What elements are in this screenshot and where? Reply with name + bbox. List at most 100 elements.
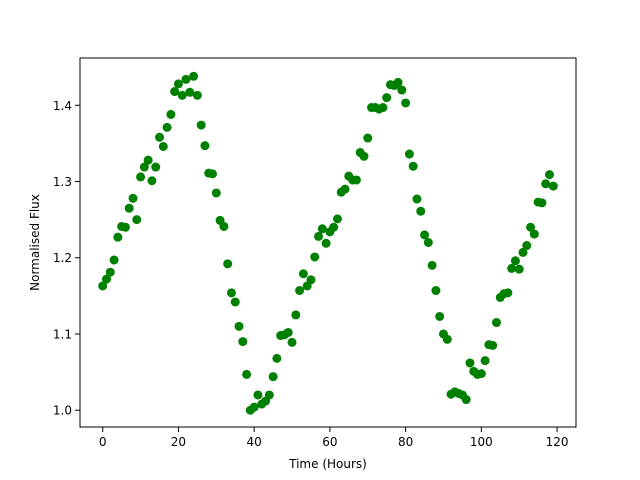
data-point <box>283 327 293 337</box>
data-point <box>128 193 138 203</box>
data-point <box>306 275 316 285</box>
x-axis-label: Time (Hours) <box>288 457 367 471</box>
data-point <box>435 311 445 321</box>
data-point <box>132 215 142 225</box>
y-axis-label: Normalised Flux <box>28 194 42 291</box>
data-point <box>529 229 539 239</box>
data-point <box>416 206 426 216</box>
x-tick-label: 0 <box>99 435 107 449</box>
data-point <box>151 162 161 172</box>
data-point <box>124 203 134 213</box>
data-point <box>158 141 168 151</box>
data-point <box>317 224 327 234</box>
data-point <box>548 181 558 191</box>
x-tick-label: 20 <box>171 435 186 449</box>
data-point <box>105 267 115 277</box>
data-point <box>412 194 422 204</box>
data-point <box>230 297 240 307</box>
data-point <box>545 170 554 180</box>
y-tick-label: 1.4 <box>53 99 72 113</box>
data-point <box>162 122 172 132</box>
data-point <box>488 340 498 350</box>
plot-area <box>98 71 558 415</box>
data-point <box>332 214 342 224</box>
x-tick-label: 40 <box>247 435 262 449</box>
y-tick-label: 1.0 <box>53 404 72 418</box>
data-point <box>393 77 403 87</box>
data-point <box>340 184 350 194</box>
data-point <box>423 238 433 247</box>
data-point <box>382 93 392 103</box>
data-point <box>507 263 517 273</box>
data-point <box>491 318 501 328</box>
data-point <box>298 269 308 279</box>
data-point <box>431 286 441 296</box>
data-point <box>427 260 437 270</box>
data-point <box>242 369 252 379</box>
data-point <box>155 132 165 142</box>
data-point <box>268 372 278 382</box>
data-point <box>120 222 130 232</box>
data-point <box>461 395 471 405</box>
data-point <box>181 74 191 84</box>
data-point <box>363 133 373 143</box>
y-tick-label: 1.2 <box>53 251 72 265</box>
data-point <box>139 162 149 172</box>
data-point <box>143 155 153 165</box>
data-point <box>211 188 221 198</box>
data-point <box>510 256 520 266</box>
data-point <box>351 175 361 185</box>
data-point <box>442 334 452 344</box>
y-tick-label: 1.1 <box>53 327 72 341</box>
data-point <box>264 390 274 400</box>
data-point <box>253 390 263 400</box>
x-tick-label: 120 <box>546 435 569 449</box>
x-tick-label: 80 <box>398 435 413 449</box>
x-tick-label: 100 <box>470 435 493 449</box>
data-point <box>541 179 551 189</box>
data-point <box>314 231 324 241</box>
data-point <box>465 358 475 368</box>
x-axis-ticks: 0 20 40 60 80 100 120 <box>99 427 569 449</box>
data-point <box>185 87 195 97</box>
data-point <box>177 90 187 100</box>
data-point <box>208 169 218 179</box>
data-point <box>196 120 206 130</box>
data-point <box>166 109 176 119</box>
data-point <box>526 222 536 232</box>
data-point <box>170 87 180 97</box>
data-point <box>147 176 157 186</box>
data-point <box>518 247 528 257</box>
data-point <box>359 151 369 161</box>
data-point <box>291 310 301 320</box>
data-point <box>113 232 123 242</box>
data-point <box>189 71 199 81</box>
data-point <box>408 161 418 171</box>
data-point <box>514 264 524 274</box>
data-point <box>238 337 248 347</box>
data-point <box>522 241 532 251</box>
data-point <box>476 369 486 379</box>
x-tick-label: 60 <box>322 435 337 449</box>
data-point <box>397 85 407 95</box>
data-point <box>404 149 414 159</box>
data-point <box>287 337 297 347</box>
data-point <box>223 259 233 269</box>
data-point <box>102 274 111 284</box>
data-point <box>321 238 331 248</box>
data-point <box>200 141 210 151</box>
data-point <box>401 98 411 108</box>
plot-frame <box>79 57 577 428</box>
data-point <box>503 288 513 298</box>
data-point <box>234 321 244 331</box>
data-point <box>295 286 305 296</box>
data-point <box>420 230 430 240</box>
data-point <box>219 221 229 231</box>
data-point <box>173 79 183 89</box>
data-point <box>109 255 119 265</box>
y-axis-ticks: 1.0 1.1 1.2 1.3 1.4 <box>53 99 80 418</box>
data-point <box>136 172 146 182</box>
data-point <box>378 103 388 113</box>
